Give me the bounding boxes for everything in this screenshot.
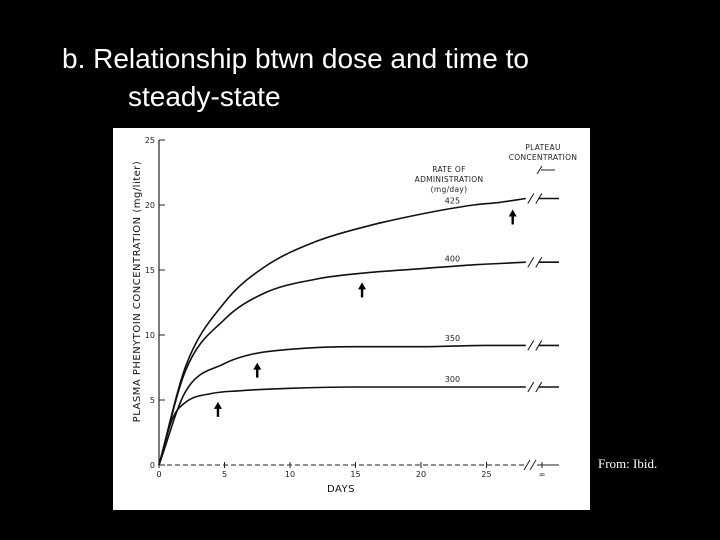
title-line-2: steady-state: [128, 81, 281, 112]
x-axis-break-mark: [529, 459, 537, 471]
x-tick-label: 15: [350, 470, 360, 479]
series-label-350: 350: [445, 334, 460, 343]
legend-title-line: (mg/day): [431, 185, 468, 194]
y-axis-title: PLASMA PHENYTOIN CONCENTRATION (mg/liter…: [132, 161, 143, 423]
plateau-break-mark: [527, 340, 535, 351]
y-tick-label: 15: [145, 266, 155, 275]
legend-title-line: ADMINISTRATION: [415, 175, 484, 184]
y-tick-label: 25: [145, 136, 155, 145]
y-tick-label: 0: [150, 461, 155, 470]
series-label-300: 300: [445, 375, 460, 384]
series-label-400: 400: [445, 254, 460, 263]
source-note: From: Ibid.: [598, 456, 658, 471]
x-tick-label: ∞: [539, 470, 546, 479]
x-tick-label: 10: [285, 470, 295, 479]
y-tick-label: 10: [145, 331, 155, 340]
plateau-break-mark: [527, 193, 535, 204]
x-tick-label: 20: [416, 470, 426, 479]
x-tick-label: 0: [156, 470, 161, 479]
series-label-425: 425: [445, 197, 460, 206]
plateau-break-mark: [527, 381, 535, 393]
steady-state-arrow-head: [253, 362, 262, 370]
steady-state-arrow-head: [508, 209, 517, 217]
title-line-1: b. Relationship btwn dose and time to: [62, 43, 529, 74]
series-line-425: [158, 197, 526, 466]
y-tick-label: 20: [145, 201, 155, 210]
series-line-300: [158, 386, 526, 466]
legend-title-line: RATE OF: [432, 165, 465, 174]
chart-svg: 0 5 10 15 20 25 0 5 10 15 20 25 ∞ DAYS PLASMA PHENYTOI…: [132, 136, 578, 495]
y-tick-label: 5: [150, 396, 155, 405]
x-tick-label: 5: [222, 470, 227, 479]
steady-state-arrow-head: [358, 282, 367, 290]
plateau-label-break-mark: [536, 165, 543, 175]
plateau-label-line: CONCENTRATION: [509, 153, 578, 162]
series-line-400: [158, 261, 526, 466]
series-line-350: [158, 344, 526, 466]
x-axis-title: DAYS: [327, 484, 355, 495]
steady-state-arrow-head: [213, 401, 222, 409]
slide-title: b. Relationship btwn dose and time to st…: [62, 40, 702, 116]
chart-figure: 0 5 10 15 20 25 0 5 10 15 20 25 ∞ DAYS PLASMA PHENYTOI…: [113, 128, 590, 510]
plateau-break-mark: [527, 256, 535, 268]
x-tick-label: 25: [481, 470, 491, 479]
x-axis-break-mark: [523, 459, 531, 471]
plateau-label-line: PLATEAU: [525, 143, 560, 152]
